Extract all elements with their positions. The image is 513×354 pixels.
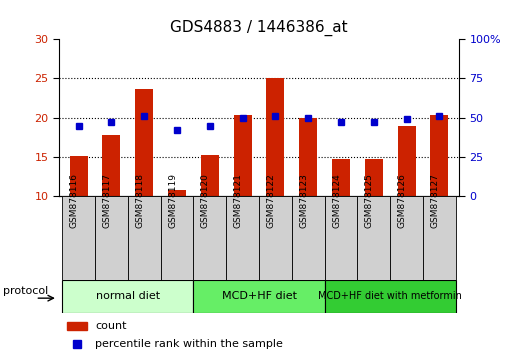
Bar [103,135,121,196]
Bar [161,196,193,280]
Bar [62,196,95,280]
Text: GSM878123: GSM878123 [299,173,308,228]
Title: GDS4883 / 1446386_at: GDS4883 / 1446386_at [170,20,348,36]
Bar [423,196,456,280]
Bar [292,196,325,280]
Bar [201,155,219,196]
Text: normal diet: normal diet [96,291,160,302]
Text: GSM878127: GSM878127 [430,173,440,228]
Text: MCD+HF diet: MCD+HF diet [222,291,297,302]
Bar [266,78,285,196]
Bar [325,280,456,313]
Text: protocol: protocol [3,286,48,296]
Bar [398,126,416,196]
Bar [168,190,186,196]
Bar [358,196,390,280]
Bar [233,115,252,196]
Bar [390,196,423,280]
Bar [332,159,350,196]
Text: percentile rank within the sample: percentile rank within the sample [95,339,283,349]
Bar [128,196,161,280]
Text: count: count [95,320,127,331]
Bar [135,88,153,196]
Text: GSM878126: GSM878126 [398,173,407,228]
Bar [70,156,88,196]
Bar [365,159,383,196]
Bar [67,322,87,330]
Text: MCD+HF diet with metformin: MCD+HF diet with metformin [319,291,462,302]
Text: GSM878120: GSM878120 [201,173,210,228]
Bar [193,196,226,280]
Bar [299,118,317,196]
Text: GSM878124: GSM878124 [332,173,341,228]
Bar [62,280,193,313]
Text: GSM878121: GSM878121 [233,173,243,228]
Bar [193,280,325,313]
Bar [259,196,292,280]
Text: GSM878119: GSM878119 [168,173,177,228]
Text: GSM878122: GSM878122 [266,173,275,228]
Bar [430,115,448,196]
Bar [226,196,259,280]
Text: GSM878116: GSM878116 [70,173,78,228]
Text: GSM878125: GSM878125 [365,173,374,228]
Text: GSM878117: GSM878117 [103,173,111,228]
Bar [95,196,128,280]
Text: GSM878118: GSM878118 [135,173,144,228]
Bar [325,196,358,280]
